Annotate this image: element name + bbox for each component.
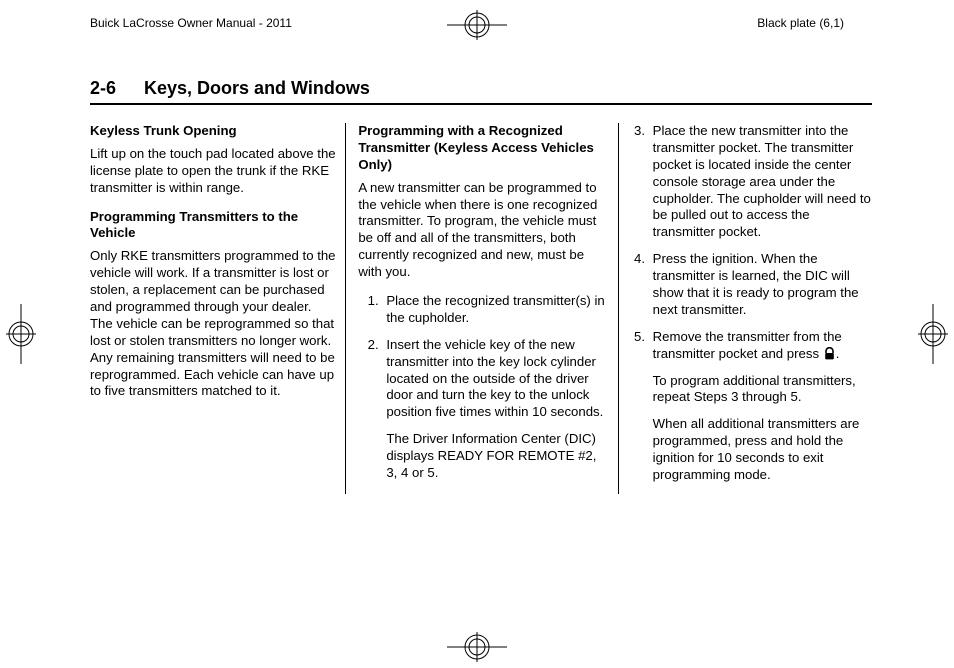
step-4: Press the ignition. When the transmitter… [649, 251, 872, 319]
step-5-text-b: . [836, 346, 840, 361]
step-1: Place the recognized transmitter(s) in t… [382, 293, 605, 327]
registration-mark-top [447, 10, 507, 40]
col1-heading-1: Keyless Trunk Opening [90, 123, 337, 140]
step-4-text: Press the ignition. When the transmitter… [653, 251, 859, 317]
step-5-text-a: Remove the transmitter from the transmit… [653, 329, 842, 361]
step-5: Remove the transmitter from the transmit… [649, 329, 872, 484]
col1-para-2: Only RKE transmitters programmed to the … [90, 248, 337, 400]
column-2: Programming with a Recognized Transmitte… [345, 123, 618, 494]
registration-mark-left [6, 304, 36, 364]
column-1: Keyless Trunk Opening Lift up on the tou… [90, 123, 345, 494]
step-5-sub-1: To program additional transmitters, repe… [653, 373, 872, 407]
step-2-text: Insert the vehicle key of the new transm… [386, 337, 603, 420]
page-body: 2-6 Keys, Doors and Windows Keyless Trun… [90, 78, 872, 494]
step-3: Place the new transmitter into the trans… [649, 123, 872, 241]
col2-para-1: A new transmitter can be programmed to t… [358, 180, 605, 281]
step-3-text: Place the new transmitter into the trans… [653, 123, 871, 239]
header-left-text: Buick LaCrosse Owner Manual - 2011 [90, 16, 292, 30]
registration-mark-bottom [447, 632, 507, 662]
col2-steps: Place the recognized transmitter(s) in t… [358, 293, 605, 482]
section-title: Keys, Doors and Windows [144, 78, 370, 99]
lock-icon [823, 346, 836, 361]
column-3: Place the new transmitter into the trans… [619, 123, 872, 494]
col1-heading-2: Programming Transmitters to the Vehicle [90, 209, 337, 243]
header-right-text: Black plate (6,1) [757, 16, 844, 30]
step-1-text: Place the recognized transmitter(s) in t… [386, 293, 604, 325]
section-header: 2-6 Keys, Doors and Windows [90, 78, 872, 105]
section-page-number: 2-6 [90, 78, 116, 99]
content-columns: Keyless Trunk Opening Lift up on the tou… [90, 123, 872, 494]
col2-heading-1: Programming with a Recognized Transmitte… [358, 123, 605, 174]
step-2: Insert the vehicle key of the new transm… [382, 337, 605, 482]
step-2-sub: The Driver Information Center (DIC) disp… [386, 431, 605, 482]
step-5-sub-2: When all additional transmitters are pro… [653, 416, 872, 484]
registration-mark-right [918, 304, 948, 364]
col3-steps: Place the new transmitter into the trans… [625, 123, 872, 484]
col1-para-1: Lift up on the touch pad located above t… [90, 146, 337, 197]
